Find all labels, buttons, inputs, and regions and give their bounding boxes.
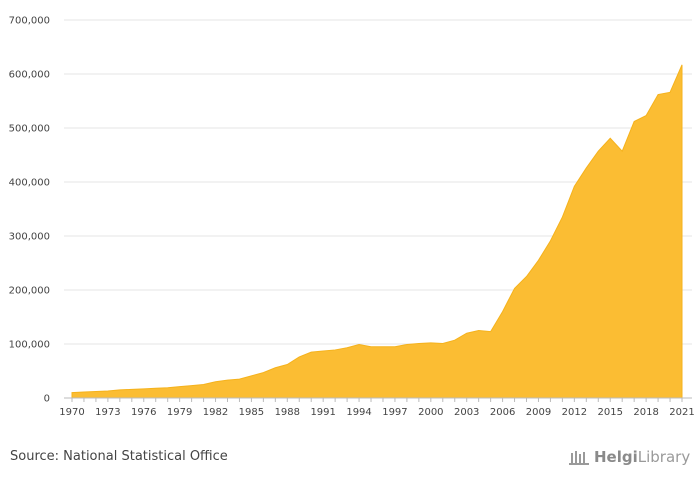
y-tick-label: 600,000 (9, 70, 50, 81)
data-point[interactable] (631, 119, 637, 125)
data-point[interactable] (476, 328, 482, 334)
x-tick-label: 2021 (669, 407, 694, 418)
data-point[interactable] (153, 385, 159, 391)
x-tick-label: 2003 (454, 407, 479, 418)
data-point[interactable] (129, 386, 135, 392)
x-tick-label: 1973 (95, 407, 120, 418)
x-tick-label: 2006 (490, 407, 515, 418)
axis-layer (64, 397, 692, 402)
data-point[interactable] (236, 376, 242, 382)
x-tick-label: 2015 (598, 407, 623, 418)
data-point[interactable] (619, 148, 625, 154)
y-tick-label: 200,000 (9, 286, 50, 297)
logo-text-rest: Library (637, 448, 691, 466)
x-tick-label: 1976 (131, 407, 156, 418)
data-point[interactable] (105, 388, 111, 394)
y-tick-label: 500,000 (9, 124, 50, 135)
data-point[interactable] (308, 349, 314, 355)
data-point[interactable] (213, 379, 219, 385)
series-area (71, 64, 683, 399)
data-point[interactable] (535, 257, 541, 263)
x-tick-label: 1979 (167, 407, 192, 418)
x-tick-label: 1988 (275, 407, 300, 418)
data-point[interactable] (464, 330, 470, 336)
x-tick-label: 1994 (346, 407, 371, 418)
data-point[interactable] (189, 383, 195, 389)
x-tick-label: 1970 (59, 407, 84, 418)
data-point[interactable] (356, 342, 362, 348)
x-tick-label: 2009 (526, 407, 551, 418)
data-point[interactable] (344, 345, 350, 351)
y-tick-label: 400,000 (9, 178, 50, 189)
area-layer (69, 62, 685, 399)
x-tick-label: 1991 (310, 407, 335, 418)
data-point[interactable] (607, 135, 613, 141)
library-icon (569, 451, 589, 465)
data-point[interactable] (332, 347, 338, 353)
data-point[interactable] (117, 387, 123, 393)
data-point[interactable] (224, 377, 230, 383)
data-point[interactable] (524, 274, 530, 280)
data-point[interactable] (284, 362, 290, 368)
y-tick-label: 100,000 (9, 340, 50, 351)
data-point[interactable] (93, 389, 99, 395)
data-point[interactable] (440, 340, 446, 346)
data-point[interactable] (595, 148, 601, 154)
data-point[interactable] (404, 342, 410, 348)
x-tick-labels: 1970 1973 1976 1979 1982 1985 1988 1991 1994 1997… (59, 407, 694, 418)
data-point[interactable] (547, 238, 553, 244)
x-tick-label: 1997 (382, 407, 407, 418)
data-point[interactable] (583, 165, 589, 171)
y-tick-label: 300,000 (9, 232, 50, 243)
area-chart: 0 100,000 200,000 300,000 400,000 500,000 600,… (9, 16, 695, 419)
data-point[interactable] (141, 386, 147, 392)
data-point[interactable] (177, 384, 183, 390)
grid-layer (64, 19, 692, 345)
y-tick-label: 0 (44, 394, 50, 405)
y-tick-label: 700,000 (9, 16, 50, 27)
data-point[interactable] (679, 62, 685, 68)
data-point[interactable] (392, 344, 398, 350)
x-tick-label: 2018 (633, 407, 658, 418)
data-point[interactable] (500, 309, 506, 315)
data-point[interactable] (260, 370, 266, 376)
data-point[interactable] (452, 337, 458, 343)
data-point[interactable] (559, 214, 565, 220)
data-point[interactable] (81, 389, 87, 395)
data-point[interactable] (320, 348, 326, 354)
data-point[interactable] (165, 385, 171, 391)
data-point[interactable] (296, 354, 302, 360)
x-tick-label: 2000 (418, 407, 443, 418)
data-point[interactable] (428, 340, 434, 346)
data-point[interactable] (667, 89, 673, 95)
helgilibrary-logo[interactable]: Helgi Library (568, 448, 690, 466)
source-note: Source: National Statistical Office (10, 449, 228, 464)
data-point[interactable] (272, 365, 278, 371)
data-point[interactable] (201, 382, 207, 388)
data-point[interactable] (248, 373, 254, 379)
x-tick-label: 1982 (203, 407, 228, 418)
data-point[interactable] (488, 329, 494, 335)
data-point[interactable] (655, 92, 661, 98)
data-point[interactable] (380, 344, 386, 350)
data-point[interactable] (643, 113, 649, 119)
data-point[interactable] (416, 340, 422, 346)
data-point[interactable] (512, 285, 518, 291)
data-point[interactable] (571, 183, 577, 189)
x-tick-label: 1985 (239, 407, 264, 418)
data-point[interactable] (368, 344, 374, 350)
logo-text-bold: Helgi (594, 448, 638, 466)
y-tick-labels: 0 100,000 200,000 300,000 400,000 500,000 600,… (9, 16, 50, 405)
data-point[interactable] (69, 390, 75, 396)
x-tick-label: 2012 (562, 407, 587, 418)
